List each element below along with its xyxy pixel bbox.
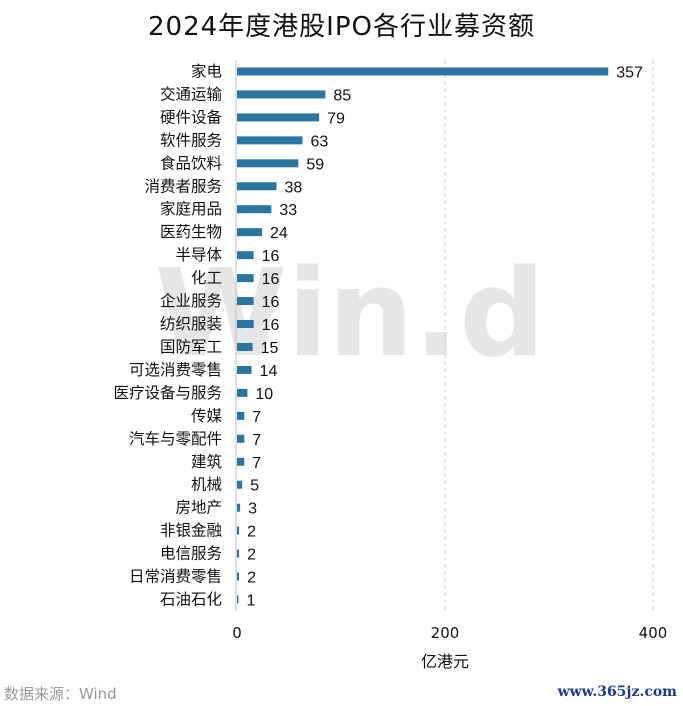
category-label: 硬件设备 — [160, 108, 223, 126]
category-label: 消费者服务 — [144, 177, 222, 195]
category-label: 纺织服装 — [160, 315, 222, 333]
bar — [237, 274, 254, 283]
bar — [237, 388, 248, 397]
value-label: 7 — [252, 409, 261, 426]
category-label: 食品饮料 — [160, 154, 222, 172]
value-label: 7 — [252, 432, 261, 449]
category-label: 国防军工 — [160, 338, 222, 356]
value-label: 357 — [616, 64, 643, 81]
bar — [237, 365, 252, 374]
bar — [237, 297, 254, 306]
value-label: 3 — [248, 501, 257, 518]
x-tick-label: 400 — [639, 624, 668, 642]
value-label: 38 — [285, 179, 303, 196]
value-label: 5 — [250, 478, 259, 495]
bar — [237, 595, 239, 604]
value-label: 85 — [333, 87, 351, 104]
category-label: 家庭用品 — [160, 200, 222, 218]
value-label: 2 — [247, 570, 256, 587]
value-label: 2 — [247, 524, 256, 541]
value-label: 16 — [262, 294, 280, 311]
category-label: 房地产 — [175, 499, 222, 517]
value-label: 16 — [262, 248, 280, 265]
bar — [237, 320, 254, 329]
bar — [237, 572, 240, 581]
value-label: 16 — [262, 271, 280, 288]
source-note: 数据来源：Wind — [4, 685, 117, 703]
category-label: 家电 — [191, 62, 222, 80]
bar — [237, 549, 240, 558]
category-label: 电信服务 — [160, 545, 222, 563]
value-label: 10 — [255, 386, 273, 403]
value-label: 16 — [262, 317, 280, 334]
category-label: 医药生物 — [160, 223, 222, 241]
value-label: 63 — [311, 133, 329, 150]
bar — [237, 342, 253, 351]
bar — [237, 90, 326, 99]
value-label: 7 — [252, 455, 261, 472]
bar — [237, 503, 241, 512]
bar — [237, 526, 240, 535]
value-label: 59 — [306, 156, 324, 173]
value-label: 2 — [247, 547, 256, 564]
value-label: 33 — [279, 202, 297, 219]
bar — [237, 205, 272, 214]
bar — [237, 434, 245, 443]
category-label: 化工 — [191, 269, 222, 287]
category-label: 建筑 — [191, 453, 223, 471]
value-label: 1 — [247, 593, 256, 610]
value-label: 79 — [327, 110, 345, 127]
bar — [237, 182, 277, 191]
x-tick-label: 0 — [232, 624, 242, 642]
bar — [237, 480, 243, 489]
bar — [237, 457, 245, 466]
category-label: 企业服务 — [160, 292, 222, 310]
bar — [237, 136, 303, 145]
bar — [237, 228, 262, 237]
category-label: 可选消费零售 — [129, 361, 222, 379]
grid-layer — [235, 60, 654, 611]
category-label: 传媒 — [191, 407, 223, 425]
site-watermark: www.365jz.com — [557, 684, 677, 700]
category-label: 石油石化 — [160, 591, 222, 609]
chart-title: 2024年度港股IPO各行业募资额 — [148, 12, 535, 42]
category-label: 汽车与零配件 — [129, 430, 222, 448]
category-label: 软件服务 — [160, 131, 222, 149]
x-tick-label: 200 — [431, 624, 460, 642]
bar — [237, 411, 245, 420]
category-label: 机械 — [191, 476, 222, 494]
bar — [237, 113, 320, 122]
category-label: 交通运输 — [160, 85, 223, 103]
x-axis-title: 亿港元 — [421, 652, 469, 671]
category-label: 日常消费零售 — [129, 568, 222, 586]
value-label: 14 — [260, 363, 278, 380]
value-label: 15 — [261, 340, 279, 357]
bar — [237, 251, 254, 260]
category-label: 医疗设备与服务 — [113, 384, 222, 402]
bars-layer — [237, 67, 609, 604]
category-label: 半导体 — [175, 246, 222, 264]
category-label: 非银金融 — [160, 522, 222, 540]
bar — [237, 159, 299, 168]
watermark: Win.d — [155, 245, 545, 384]
bar — [237, 67, 609, 76]
value-label: 24 — [270, 225, 288, 242]
